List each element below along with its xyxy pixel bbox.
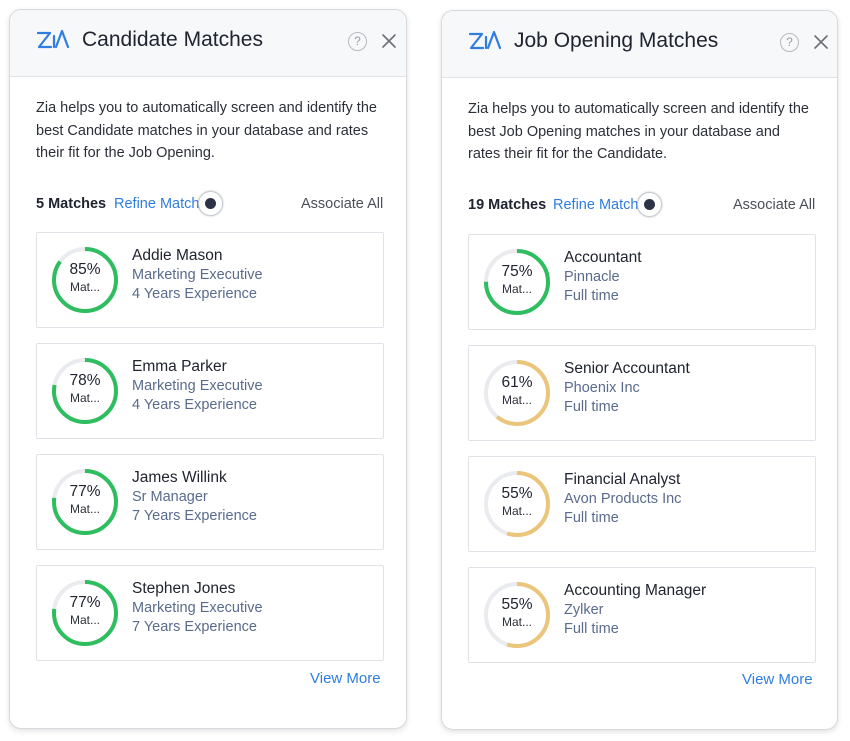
job-title: Accounting Manager: [564, 582, 707, 599]
match-percent: 75%: [501, 263, 533, 280]
candidate-title: Marketing Executive: [132, 267, 263, 283]
candidate-title: Sr Manager: [132, 489, 208, 505]
job-opening-card[interactable]: 61% Mat... Senior Accountant Phoenix Inc…: [468, 345, 816, 441]
job-opening-matches-panel: Job Opening Matches ? Zia helps you to a…: [441, 10, 838, 730]
match-label: Mat...: [69, 280, 100, 294]
close-icon[interactable]: [378, 30, 400, 52]
match-ring: [484, 582, 550, 648]
candidate-name: Stephen Jones: [132, 580, 236, 597]
refine-match-link[interactable]: Refine Match: [114, 196, 200, 212]
view-more-link[interactable]: View More: [310, 670, 381, 687]
match-count: 5 Matches: [36, 196, 107, 212]
match-label: Mat...: [501, 282, 532, 296]
description: Zia helps you to automatically screen an…: [468, 101, 809, 162]
zia-logo-icon: [468, 30, 502, 50]
match-label: Mat...: [501, 393, 532, 407]
panel-title: Job Opening Matches: [514, 29, 719, 52]
match-ring: [484, 360, 550, 426]
job-opening-card[interactable]: 55% Mat... Accounting Manager Zylker Ful…: [468, 567, 816, 663]
match-percent: 77%: [69, 483, 101, 500]
match-label: Mat...: [501, 615, 532, 629]
description: Zia helps you to automatically screen an…: [36, 100, 377, 161]
candidate-name: Addie Mason: [132, 247, 223, 264]
match-count: 19 Matches: [468, 197, 547, 213]
candidate-card[interactable]: 77% Mat... James Willink Sr Manager 7 Ye…: [36, 454, 384, 550]
job-opening-card[interactable]: 55% Mat... Financial Analyst Avon Produc…: [468, 456, 816, 552]
candidate-card[interactable]: 85% Mat... Addie Mason Marketing Executi…: [36, 232, 384, 328]
refine-match-link[interactable]: Refine Match: [553, 197, 639, 213]
candidate-name: Emma Parker: [132, 358, 227, 375]
candidate-card[interactable]: 78% Mat... Emma Parker Marketing Executi…: [36, 343, 384, 439]
associate-all-button[interactable]: Associate All: [301, 196, 384, 212]
match-percent: 78%: [69, 372, 101, 389]
candidate-matches-panel: Candidate Matches ? Zia helps you to aut…: [9, 9, 407, 729]
candidate-experience: 4 Years Experience: [132, 397, 257, 413]
panel-header: Job Opening Matches ?: [442, 11, 837, 78]
candidate-title: Marketing Executive: [132, 378, 263, 394]
candidate-experience: 7 Years Experience: [132, 508, 257, 524]
candidate-name: James Willink: [132, 469, 227, 486]
panel-header: Candidate Matches ?: [10, 10, 406, 77]
job-title: Financial Analyst: [564, 471, 681, 488]
match-label: Mat...: [69, 502, 100, 516]
match-percent: 55%: [501, 596, 533, 613]
candidate-card[interactable]: 77% Mat... Stephen Jones Marketing Execu…: [36, 565, 384, 661]
company-name: Zylker: [564, 602, 604, 618]
company-name: Pinnacle: [564, 269, 620, 285]
match-percent: 55%: [501, 485, 533, 502]
company-name: Avon Products Inc: [564, 491, 682, 507]
match-percent: 77%: [69, 594, 101, 611]
match-ring: [52, 580, 118, 646]
match-ring: [484, 249, 550, 315]
help-icon[interactable]: ?: [348, 32, 367, 51]
match-ring: [484, 471, 550, 537]
job-title: Accountant: [564, 249, 642, 266]
candidate-experience: 7 Years Experience: [132, 619, 257, 635]
refine-match-toggle[interactable]: [637, 192, 662, 217]
job-title: Senior Accountant: [564, 360, 690, 377]
job-type: Full time: [564, 288, 619, 304]
job-opening-card[interactable]: 75% Mat... Accountant Pinnacle Full time: [468, 234, 816, 330]
job-type: Full time: [564, 399, 619, 415]
candidate-experience: 4 Years Experience: [132, 286, 257, 302]
associate-all-button[interactable]: Associate All: [733, 197, 816, 213]
company-name: Phoenix Inc: [564, 380, 640, 396]
candidate-title: Marketing Executive: [132, 600, 263, 616]
match-label: Mat...: [501, 504, 532, 518]
match-percent: 85%: [69, 261, 101, 278]
help-icon[interactable]: ?: [780, 33, 799, 52]
match-percent: 61%: [501, 374, 533, 391]
match-ring: [52, 358, 118, 424]
zia-logo-icon: [36, 29, 70, 49]
view-more-link[interactable]: View More: [742, 671, 813, 688]
job-type: Full time: [564, 621, 619, 637]
match-label: Mat...: [69, 613, 100, 627]
close-icon[interactable]: [810, 31, 832, 53]
job-type: Full time: [564, 510, 619, 526]
match-ring: [52, 469, 118, 535]
match-ring: [52, 247, 118, 313]
panel-title: Candidate Matches: [82, 28, 263, 51]
refine-match-toggle[interactable]: [198, 191, 223, 216]
match-label: Mat...: [69, 391, 100, 405]
